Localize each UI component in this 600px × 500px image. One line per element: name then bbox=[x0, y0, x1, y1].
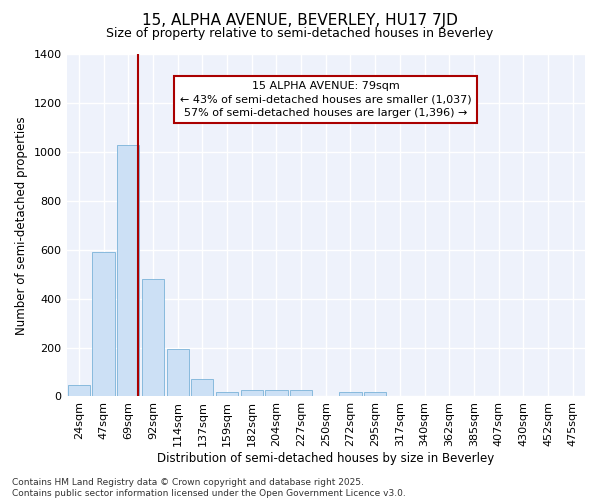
Y-axis label: Number of semi-detached properties: Number of semi-detached properties bbox=[15, 116, 28, 334]
Bar bbox=[167, 349, 189, 397]
X-axis label: Distribution of semi-detached houses by size in Beverley: Distribution of semi-detached houses by … bbox=[157, 452, 494, 465]
Bar bbox=[265, 390, 287, 396]
Bar bbox=[241, 390, 263, 396]
Bar bbox=[92, 252, 115, 396]
Text: Size of property relative to semi-detached houses in Beverley: Size of property relative to semi-detach… bbox=[106, 28, 494, 40]
Text: 15, ALPHA AVENUE, BEVERLEY, HU17 7JD: 15, ALPHA AVENUE, BEVERLEY, HU17 7JD bbox=[142, 12, 458, 28]
Bar bbox=[216, 392, 238, 396]
Bar bbox=[191, 378, 214, 396]
Bar bbox=[142, 279, 164, 396]
Bar bbox=[364, 392, 386, 396]
Text: Contains HM Land Registry data © Crown copyright and database right 2025.
Contai: Contains HM Land Registry data © Crown c… bbox=[12, 478, 406, 498]
Bar bbox=[117, 144, 139, 396]
Bar bbox=[340, 392, 362, 396]
Bar bbox=[68, 385, 90, 396]
Bar bbox=[290, 390, 312, 396]
Text: 15 ALPHA AVENUE: 79sqm
← 43% of semi-detached houses are smaller (1,037)
57% of : 15 ALPHA AVENUE: 79sqm ← 43% of semi-det… bbox=[180, 82, 472, 118]
